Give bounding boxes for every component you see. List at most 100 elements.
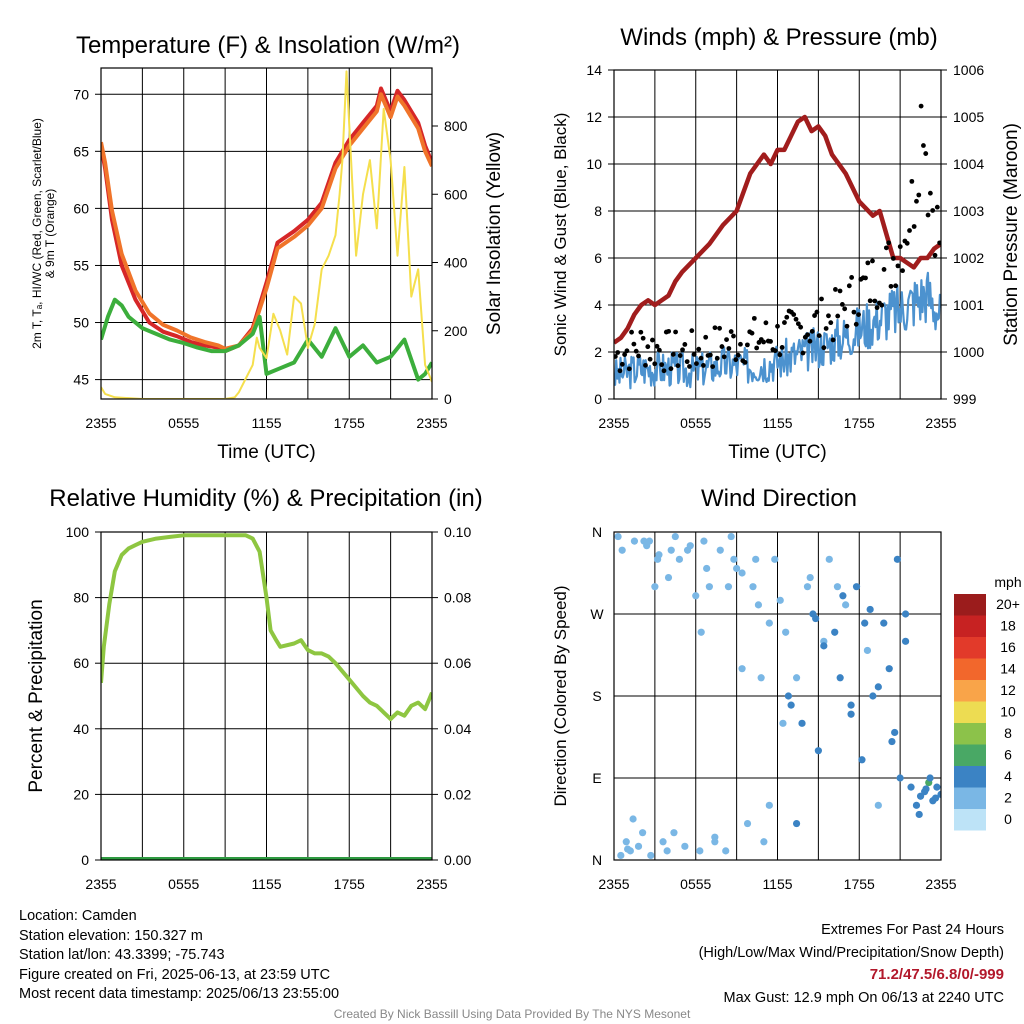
plot-area xyxy=(101,70,432,399)
direction-point xyxy=(861,619,869,627)
gust-point xyxy=(615,350,621,355)
legend-swatch xyxy=(954,637,986,659)
gust-point xyxy=(793,316,799,322)
direction-point xyxy=(792,819,801,828)
y2-tick-label: 1000 xyxy=(953,344,984,360)
direction-point xyxy=(752,555,760,563)
x-tick-label: 2355 xyxy=(598,415,629,431)
gust-point xyxy=(670,352,676,357)
gust-point xyxy=(652,361,658,367)
gust-point xyxy=(819,296,824,302)
direction-point xyxy=(814,747,822,755)
x-tick-label: 2355 xyxy=(598,876,629,892)
direction-point xyxy=(760,838,768,846)
direction-point xyxy=(630,537,639,545)
y2-tick-label: 0.04 xyxy=(444,721,471,737)
legend-label: 20+ xyxy=(996,596,1020,612)
y-tick-label: 8 xyxy=(594,203,602,219)
gust-point xyxy=(624,348,630,354)
direction-point xyxy=(624,845,632,853)
gust-point xyxy=(932,252,938,258)
gust-point xyxy=(738,341,743,347)
y-tick-label: 4 xyxy=(594,297,602,313)
x-tick-label: 1755 xyxy=(334,876,365,892)
y-axis-label: Sonic Wind & Gust (Blue, Black) xyxy=(551,113,570,357)
gust-point xyxy=(700,363,706,368)
y-tick-label: 14 xyxy=(586,62,602,78)
chart-direction: Wind Direction 2355 0555 1155 1755 2355 N E S W N D… xyxy=(551,485,1022,892)
y2-axis-label: Solar Insolation (Yellow) xyxy=(484,132,505,335)
y2-tick-label: 0.02 xyxy=(444,786,471,802)
y-tick-label: N xyxy=(592,524,602,540)
direction-point xyxy=(659,838,667,846)
y-tick-label: 55 xyxy=(73,257,89,273)
y-axis-label-group: 2m T, Tₐ, HI/WC (Red, Green, Scarlet/Blu… xyxy=(30,118,57,349)
legend-swatch xyxy=(954,594,986,616)
direction-point xyxy=(831,628,839,636)
y-tick-label: 20 xyxy=(73,786,89,802)
direction-point xyxy=(782,628,790,636)
direction-point xyxy=(617,851,625,860)
direction-point xyxy=(779,719,787,727)
y-axis-label: Direction (Colored By Speed) xyxy=(551,585,570,806)
gust-point xyxy=(795,321,801,327)
gust-point xyxy=(851,309,857,315)
gust-point xyxy=(923,151,929,156)
direction-point xyxy=(825,555,833,563)
y-tick-label: 40 xyxy=(73,721,89,737)
direction-point xyxy=(749,583,757,591)
gust-point xyxy=(666,328,672,334)
gust-point xyxy=(863,275,868,281)
y-tick-label: E xyxy=(592,770,601,786)
direction-point xyxy=(664,573,673,582)
gust-point xyxy=(890,256,896,261)
gust-point xyxy=(907,228,912,233)
gust-point xyxy=(742,359,748,365)
legend-label: 18 xyxy=(1000,618,1016,634)
gust-point xyxy=(879,302,885,308)
legend-swatch xyxy=(954,766,986,788)
gust-point xyxy=(717,325,722,331)
gust-point xyxy=(619,361,625,367)
gust-point xyxy=(754,345,760,351)
direction-point xyxy=(893,555,902,563)
direction-point xyxy=(671,532,679,541)
y-tick-label: 100 xyxy=(66,524,90,540)
direction-point xyxy=(836,674,844,682)
direction-point xyxy=(874,683,882,691)
direction-point xyxy=(757,674,765,682)
chart-title: Temperature (F) & Insolation (W/m²) xyxy=(76,32,460,59)
direction-point xyxy=(722,847,730,855)
gust-point xyxy=(712,325,718,331)
direction-point xyxy=(915,810,923,819)
gust-point xyxy=(791,312,797,317)
gust-point xyxy=(728,329,734,334)
y2-tick-label: 1003 xyxy=(953,203,984,219)
gust-point xyxy=(719,344,725,349)
y2-axis-label-group: Solar Insolation (Yellow) xyxy=(484,132,505,335)
y2-tick-label: 600 xyxy=(444,186,468,202)
direction-point xyxy=(863,646,872,655)
legend-swatch xyxy=(954,680,986,702)
gust-point xyxy=(821,345,827,351)
y-tick-label: 10 xyxy=(586,156,602,172)
gust-point xyxy=(927,190,933,196)
x-tick-label: 1755 xyxy=(844,415,875,431)
legend-swatch xyxy=(954,701,986,723)
gust-point xyxy=(775,323,780,329)
x-tick-label: 2355 xyxy=(85,876,116,892)
extremes-values: 71.2/47.5/6.8/0/-999 xyxy=(869,966,1004,983)
direction-point xyxy=(670,829,678,837)
direction-point xyxy=(922,785,930,793)
y-axis-label-group: Direction (Colored By Speed) xyxy=(551,585,570,806)
legend-label: 0 xyxy=(1004,811,1012,827)
gust-point xyxy=(930,208,936,213)
gust-point xyxy=(629,329,634,335)
direction-point xyxy=(614,532,622,541)
extremes-title: Extremes For Past 24 Hours xyxy=(821,922,1004,938)
x-tick-label: 2355 xyxy=(416,415,447,431)
x-tick-label: 0555 xyxy=(680,876,711,892)
pressure-line xyxy=(614,114,941,345)
x-axis-label: Time (UTC) xyxy=(728,442,827,463)
y2-axis-label-group: Station Pressure (Maroon) xyxy=(1001,123,1022,346)
